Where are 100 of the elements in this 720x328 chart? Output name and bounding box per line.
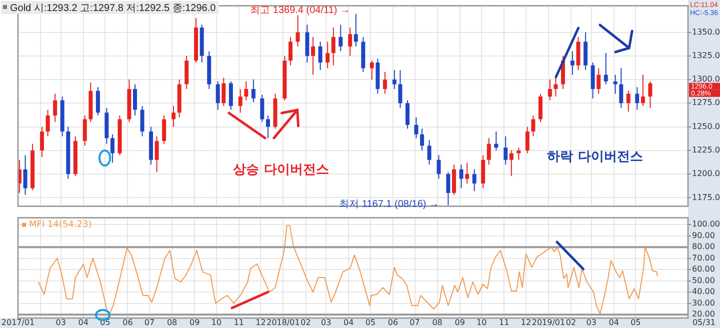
candlestick bbox=[326, 41, 330, 69]
annotation: 최고 1369.4 (04/11) → bbox=[250, 4, 350, 16]
candlestick bbox=[110, 134, 114, 164]
x-tick-label: 08 bbox=[432, 318, 442, 327]
candlestick bbox=[338, 24, 343, 52]
candlestick bbox=[222, 77, 226, 106]
candlestick bbox=[331, 27, 336, 66]
x-tick-label: 09 bbox=[454, 318, 465, 327]
candlestick bbox=[305, 24, 310, 64]
candlestick bbox=[184, 55, 189, 90]
y-tick-label: 1175.0 bbox=[692, 192, 720, 202]
candlestick bbox=[531, 114, 536, 137]
candlestick bbox=[244, 80, 248, 101]
y-tick-label: 100.00 bbox=[692, 220, 720, 229]
candlestick bbox=[648, 80, 652, 108]
candlestick bbox=[382, 71, 387, 94]
candlestick bbox=[23, 154, 28, 196]
candlestick bbox=[635, 86, 640, 110]
x-tick-label: 02 bbox=[300, 318, 311, 327]
x-tick-label: 2019/01 bbox=[532, 318, 566, 327]
candlestick bbox=[238, 88, 242, 114]
candlestick bbox=[266, 114, 270, 139]
candlestick bbox=[96, 86, 100, 116]
candlestick bbox=[392, 70, 396, 90]
candlestick bbox=[554, 77, 558, 98]
candlestick bbox=[228, 80, 233, 110]
candlestick bbox=[370, 60, 374, 80]
y-tick-label: 1275.0 bbox=[692, 98, 720, 108]
candlestick bbox=[436, 154, 441, 180]
candlestick bbox=[486, 138, 491, 166]
candlestick bbox=[354, 13, 358, 47]
candlestick bbox=[288, 36, 293, 66]
candlestick bbox=[570, 50, 574, 76]
legend-label: MFI 14(54.23) bbox=[29, 220, 92, 230]
candlestick bbox=[538, 93, 542, 123]
candlestick bbox=[172, 106, 176, 128]
x-tick-label: 11 bbox=[234, 318, 244, 327]
annotation: 하락 다이버전스 bbox=[547, 149, 643, 164]
candlestick bbox=[420, 128, 424, 151]
candlestick bbox=[548, 79, 552, 101]
y-tick-label: 70.00 bbox=[692, 253, 715, 262]
x-tick-label: 05 bbox=[630, 318, 641, 327]
candlestick bbox=[525, 126, 530, 154]
candlestick bbox=[427, 140, 432, 166]
y-tick-label: 40.00 bbox=[692, 287, 715, 296]
candlestick bbox=[251, 79, 256, 103]
candlestick bbox=[509, 150, 514, 176]
x-tick-label: 04 bbox=[78, 318, 88, 327]
candlestick bbox=[604, 52, 608, 85]
candlestick bbox=[260, 94, 264, 123]
candlestick bbox=[619, 68, 624, 108]
x-tick-label: 06 bbox=[388, 318, 398, 327]
candlestick bbox=[140, 106, 144, 137]
candlestick bbox=[626, 90, 630, 112]
candlestick bbox=[494, 131, 498, 151]
x-tick-label: 07 bbox=[410, 318, 420, 327]
candlestick bbox=[504, 136, 508, 166]
x-tick-label: 06 bbox=[122, 318, 133, 327]
chart-title: Gold 시:1293.2 고:1297.8 저:1292.5 종:1296.0 bbox=[10, 2, 216, 14]
y-tick-label: 1250.0 bbox=[692, 122, 720, 131]
candlestick bbox=[348, 27, 352, 56]
x-tick-label: 09 bbox=[189, 318, 200, 327]
x-tick-label: 04 bbox=[344, 318, 354, 327]
candlestick bbox=[318, 41, 322, 71]
x-tick-label: 08 bbox=[166, 318, 178, 327]
candlestick bbox=[311, 36, 316, 76]
candlestick bbox=[53, 93, 58, 123]
candlestick bbox=[82, 114, 87, 146]
x-tick-label: 03 bbox=[321, 318, 332, 327]
x-tick-label: 05 bbox=[365, 318, 376, 327]
candlestick bbox=[584, 32, 588, 71]
candlestick bbox=[216, 80, 220, 110]
candlestick bbox=[459, 164, 464, 189]
candlestick bbox=[46, 109, 50, 137]
candlestick bbox=[590, 62, 595, 99]
x-tick-label: 02 bbox=[566, 318, 576, 327]
candlestick bbox=[481, 154, 486, 189]
x-tick-label: 04 bbox=[608, 318, 619, 327]
x-tick-label: 12 bbox=[256, 318, 266, 327]
y-tick-label: 20.00 bbox=[692, 310, 715, 319]
candlestick bbox=[398, 70, 402, 108]
candlestick bbox=[472, 168, 476, 192]
candlestick bbox=[452, 164, 456, 196]
candlestick bbox=[132, 84, 137, 116]
candlestick bbox=[40, 126, 44, 158]
candlestick bbox=[406, 100, 410, 130]
x-tick-label: 10 bbox=[211, 318, 222, 327]
y-tick-label: 50.00 bbox=[692, 276, 715, 285]
annotation: 상승 다이버전스 bbox=[233, 162, 329, 178]
y-tick-label: 60.00 bbox=[692, 264, 715, 274]
y-tick-label: 80.00 bbox=[692, 242, 715, 252]
x-tick-label: 03 bbox=[586, 318, 596, 327]
x-tick-label: 11 bbox=[499, 318, 510, 327]
y-tick-label: 1200.0 bbox=[692, 169, 720, 178]
candlestick bbox=[516, 147, 521, 160]
candlestick bbox=[162, 114, 166, 144]
x-tick-label: 2017/01 bbox=[1, 318, 35, 327]
candlestick bbox=[465, 162, 470, 184]
candlestick bbox=[414, 116, 418, 139]
candlestick bbox=[296, 14, 300, 47]
